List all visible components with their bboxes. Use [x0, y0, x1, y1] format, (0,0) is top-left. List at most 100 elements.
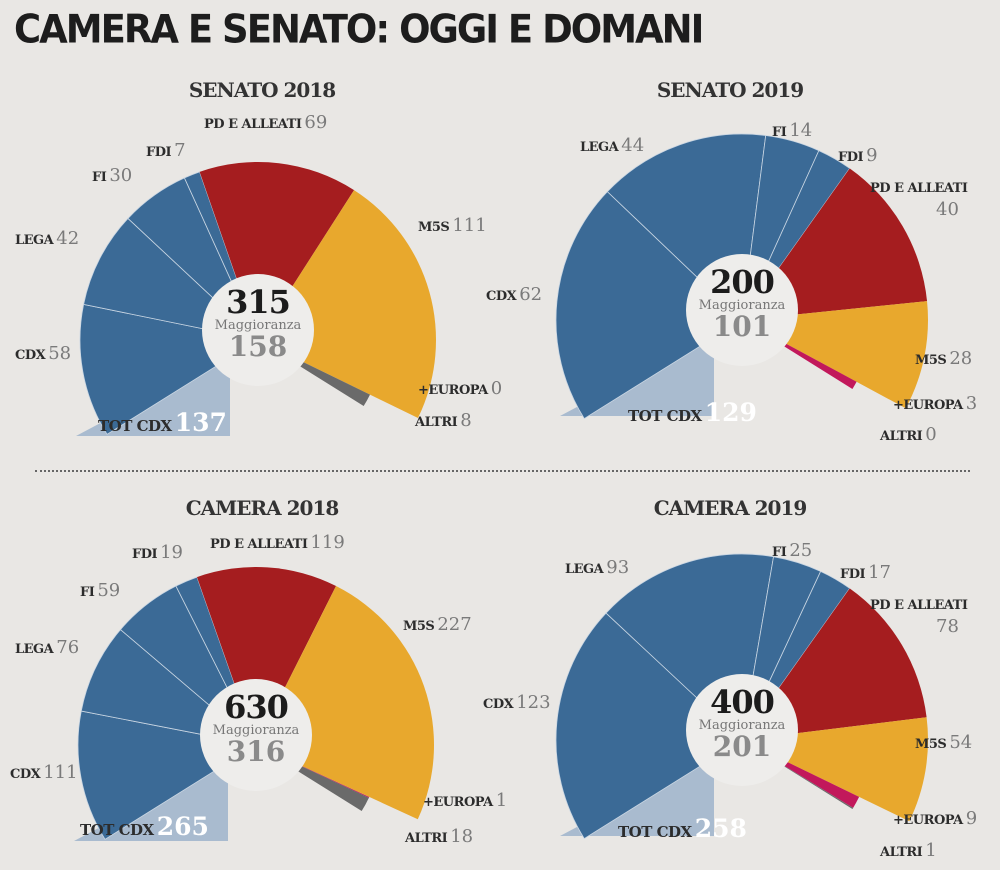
- party-seats: 54: [949, 732, 973, 753]
- party-name: CDX: [486, 289, 517, 304]
- party-seats: 59: [97, 580, 121, 601]
- label-fdi: FDI 17: [840, 562, 891, 585]
- tot-cdx: TOT CDX 137: [98, 408, 227, 437]
- label-m5s: M5S 28: [915, 348, 972, 371]
- party-seats: 123: [516, 692, 551, 713]
- label-m5s: M5S 227: [403, 614, 472, 637]
- wedge-pd-e-alleati: [199, 162, 355, 340]
- chart-title: CAMERA 2019: [653, 496, 808, 520]
- label-cdx: CDX 62: [486, 284, 542, 307]
- label-pd-e-alleati: PD E ALLEATI 78: [870, 594, 968, 638]
- party-seats: 42: [56, 228, 80, 249]
- label-plus-europa: +EUROPA 3: [893, 393, 977, 416]
- party-name: LEGA: [15, 233, 54, 248]
- party-seats: 28: [949, 348, 973, 369]
- label-altri: ALTRI 8: [415, 410, 472, 433]
- tot-cdx-shape: [74, 755, 228, 841]
- party-name: PD E ALLEATI: [210, 537, 308, 552]
- center-circle: 200 Maggioranza 101: [686, 254, 798, 366]
- label-altri: ALTRI 0: [880, 424, 937, 447]
- party-name: +EUROPA: [418, 383, 488, 398]
- tot-cdx-value: 258: [694, 814, 747, 843]
- main-title: CAMERA E SENATO: OGGI E DOMANI: [14, 6, 704, 53]
- chart-title: CAMERA 2018: [185, 496, 340, 520]
- party-name: ALTRI: [405, 831, 448, 846]
- label-fi: FI 59: [80, 580, 120, 603]
- majority-value: 316: [226, 735, 286, 768]
- party-seats: 119: [310, 532, 345, 553]
- tot-cdx-label: TOT CDX: [80, 821, 154, 839]
- party-seats: 1: [925, 840, 937, 861]
- party-name: ALTRI: [880, 845, 923, 860]
- majority-label: Maggioranza: [698, 298, 786, 313]
- center-circle: 400 Maggioranza 201: [686, 674, 798, 786]
- party-seats: 0: [490, 378, 503, 399]
- label-cdx: CDX 111: [10, 762, 78, 785]
- party-name: +EUROPA: [423, 795, 493, 810]
- party-seats: 30: [109, 165, 133, 186]
- total-seats: 630: [224, 688, 289, 726]
- label-fi: FI 25: [772, 540, 812, 563]
- label-cdx: CDX 58: [15, 343, 71, 366]
- label-plus-europa: +EUROPA 0: [418, 378, 502, 401]
- party-name: ALTRI: [880, 429, 923, 444]
- party-seats: 9: [866, 145, 878, 166]
- party-seats: 111: [452, 215, 487, 236]
- party-name: PD E ALLEATI: [870, 181, 968, 196]
- majority-label: Maggioranza: [214, 318, 302, 333]
- party-seats: 40: [936, 199, 959, 220]
- label-lega: LEGA 44: [580, 135, 644, 158]
- party-name: M5S: [418, 220, 450, 235]
- tot-cdx: TOT CDX 129: [628, 398, 757, 427]
- party-seats: 8: [460, 410, 472, 431]
- party-seats: 25: [789, 540, 813, 561]
- party-seats: 1: [495, 790, 508, 811]
- majority-value: 158: [228, 330, 288, 363]
- divider: [35, 470, 970, 472]
- label-altri: ALTRI 18: [405, 826, 473, 849]
- party-seats: 18: [450, 826, 474, 847]
- tot-cdx: TOT CDX 258: [618, 814, 747, 843]
- party-name: FDI: [838, 150, 864, 165]
- party-seats: 78: [936, 616, 959, 637]
- wedge-cdx: [555, 191, 743, 420]
- label-pd-e-alleati: PD E ALLEATI 119: [210, 532, 345, 555]
- party-seats: 17: [868, 562, 891, 583]
- label-fi: FI 30: [92, 165, 132, 188]
- label-pd-e-alleati: PD E ALLEATI 69: [204, 112, 327, 135]
- label-fdi: FDI 19: [132, 542, 183, 565]
- party-seats: 0: [925, 424, 937, 445]
- party-name: FI: [772, 545, 787, 560]
- tot-cdx-label: TOT CDX: [628, 407, 702, 425]
- tot-cdx-label: TOT CDX: [618, 823, 692, 841]
- total-seats: 200: [710, 263, 775, 301]
- party-seats: 76: [56, 637, 80, 658]
- party-seats: 9: [965, 808, 978, 829]
- party-name: +EUROPA: [893, 398, 963, 413]
- label-cdx: CDX 123: [483, 692, 551, 715]
- party-name: LEGA: [580, 140, 619, 155]
- label-m5s: M5S 111: [418, 215, 487, 238]
- party-seats: 7: [174, 140, 186, 161]
- party-seats: 111: [43, 762, 78, 783]
- chart-title: SENATO 2018: [188, 78, 336, 102]
- label-lega: LEGA 42: [15, 228, 79, 251]
- majority-label: Maggioranza: [698, 718, 786, 733]
- label-plus-europa: +EUROPA 1: [423, 790, 507, 813]
- total-seats: 400: [710, 683, 775, 721]
- party-seats: 44: [621, 135, 645, 156]
- tot-cdx-value: 137: [174, 408, 227, 437]
- party-name: LEGA: [565, 562, 604, 577]
- majority-value: 201: [712, 730, 772, 763]
- party-name: CDX: [483, 697, 514, 712]
- tot-cdx-shape: [560, 750, 714, 836]
- party-seats: 69: [304, 112, 328, 133]
- center-circle: 315 Maggioranza 158: [202, 274, 314, 386]
- party-seats: 62: [519, 284, 543, 305]
- tot-cdx-value: 129: [704, 398, 757, 427]
- party-seats: 14: [789, 120, 813, 141]
- majority-value: 101: [712, 310, 772, 343]
- label-fi: FI 14: [772, 120, 812, 143]
- center-circle: 630 Maggioranza 316: [200, 679, 312, 791]
